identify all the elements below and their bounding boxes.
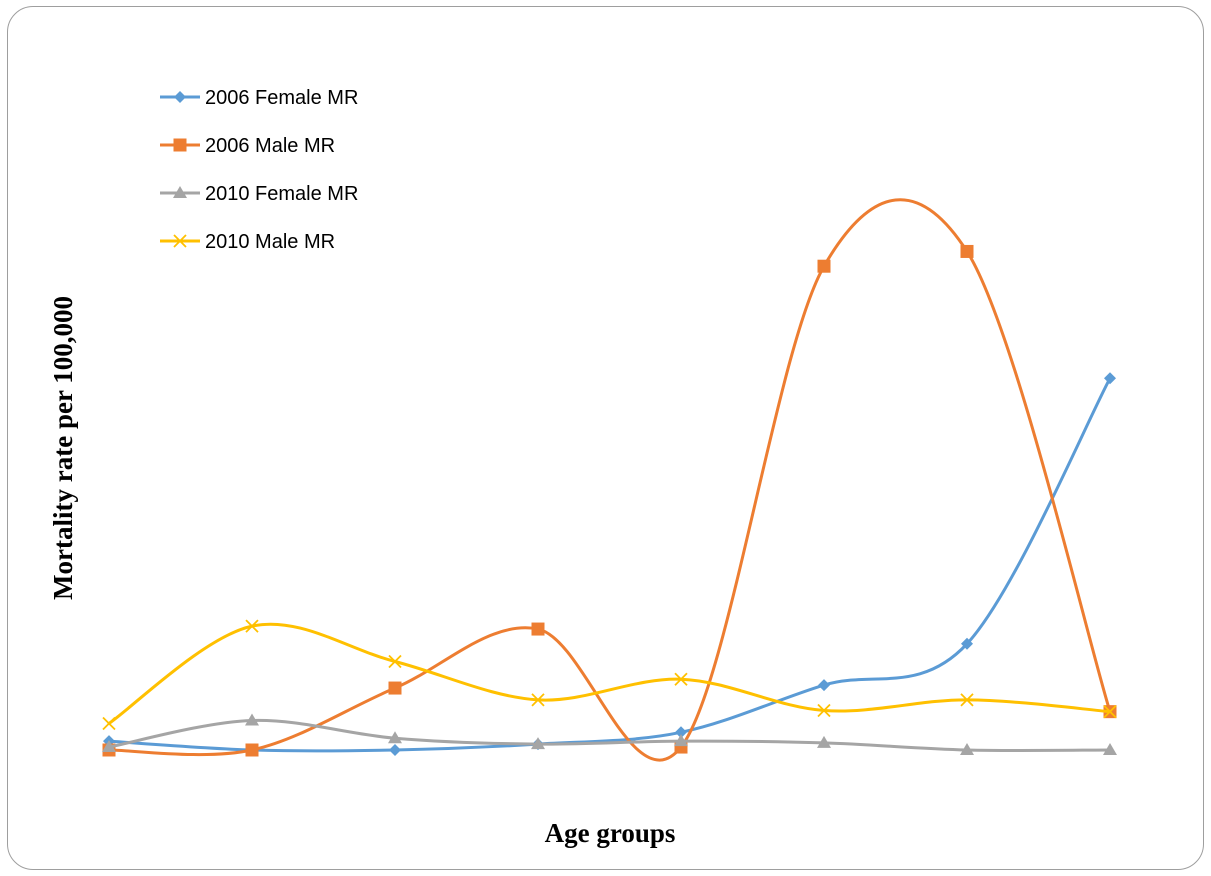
data-point — [245, 619, 259, 633]
series-line — [107, 198, 1112, 762]
data-point — [961, 637, 973, 650]
data-point — [1103, 705, 1117, 719]
y-axis-title: Mortality rate per 100,000 — [48, 296, 78, 600]
data-point — [960, 743, 974, 755]
legend-label: 2006 Male MR — [205, 135, 335, 157]
data-point — [245, 743, 259, 757]
data-point — [817, 735, 831, 748]
legend-item: 2006 Male MR — [160, 135, 335, 157]
data-point — [102, 716, 116, 731]
legend-label: 2006 Female MR — [205, 87, 358, 109]
data-point — [531, 693, 545, 707]
legend-marker — [173, 186, 187, 198]
series-layer — [102, 198, 1117, 762]
data-point — [960, 693, 974, 707]
legend-marker — [174, 91, 186, 103]
data-point — [817, 703, 831, 718]
data-point — [674, 672, 688, 686]
data-point — [674, 734, 688, 747]
legend-marker — [173, 234, 187, 248]
legend-marker — [173, 138, 187, 152]
series-4 — [102, 619, 1117, 731]
series-line — [107, 718, 1112, 753]
legend: 2006 Female MR 2006 Male MR 2010 Female MR… — [160, 87, 358, 253]
data-point — [818, 679, 830, 692]
data-point — [1104, 372, 1116, 385]
legend-item: 2010 Female MR — [160, 183, 358, 205]
legend-item: 2010 Male MR — [160, 231, 335, 253]
legend-item: 2006 Female MR — [160, 87, 358, 109]
data-point — [675, 726, 687, 739]
data-point — [245, 713, 259, 726]
data-point — [1103, 743, 1117, 755]
series-line — [107, 622, 1112, 725]
data-point — [817, 259, 831, 273]
data-point — [388, 654, 402, 669]
data-point — [960, 244, 974, 258]
legend-label: 2010 Male MR — [205, 231, 335, 253]
data-point — [102, 740, 116, 753]
x-axis-title: Age groups — [545, 818, 676, 848]
data-point — [388, 731, 402, 744]
series-2 — [102, 198, 1117, 762]
data-point — [389, 744, 401, 756]
data-point — [531, 622, 545, 636]
series-1 — [103, 372, 1116, 756]
legend-label: 2010 Female MR — [205, 183, 358, 205]
data-point — [388, 681, 402, 695]
data-point — [531, 737, 545, 750]
series-3 — [102, 713, 1117, 755]
series-line — [107, 376, 1112, 753]
